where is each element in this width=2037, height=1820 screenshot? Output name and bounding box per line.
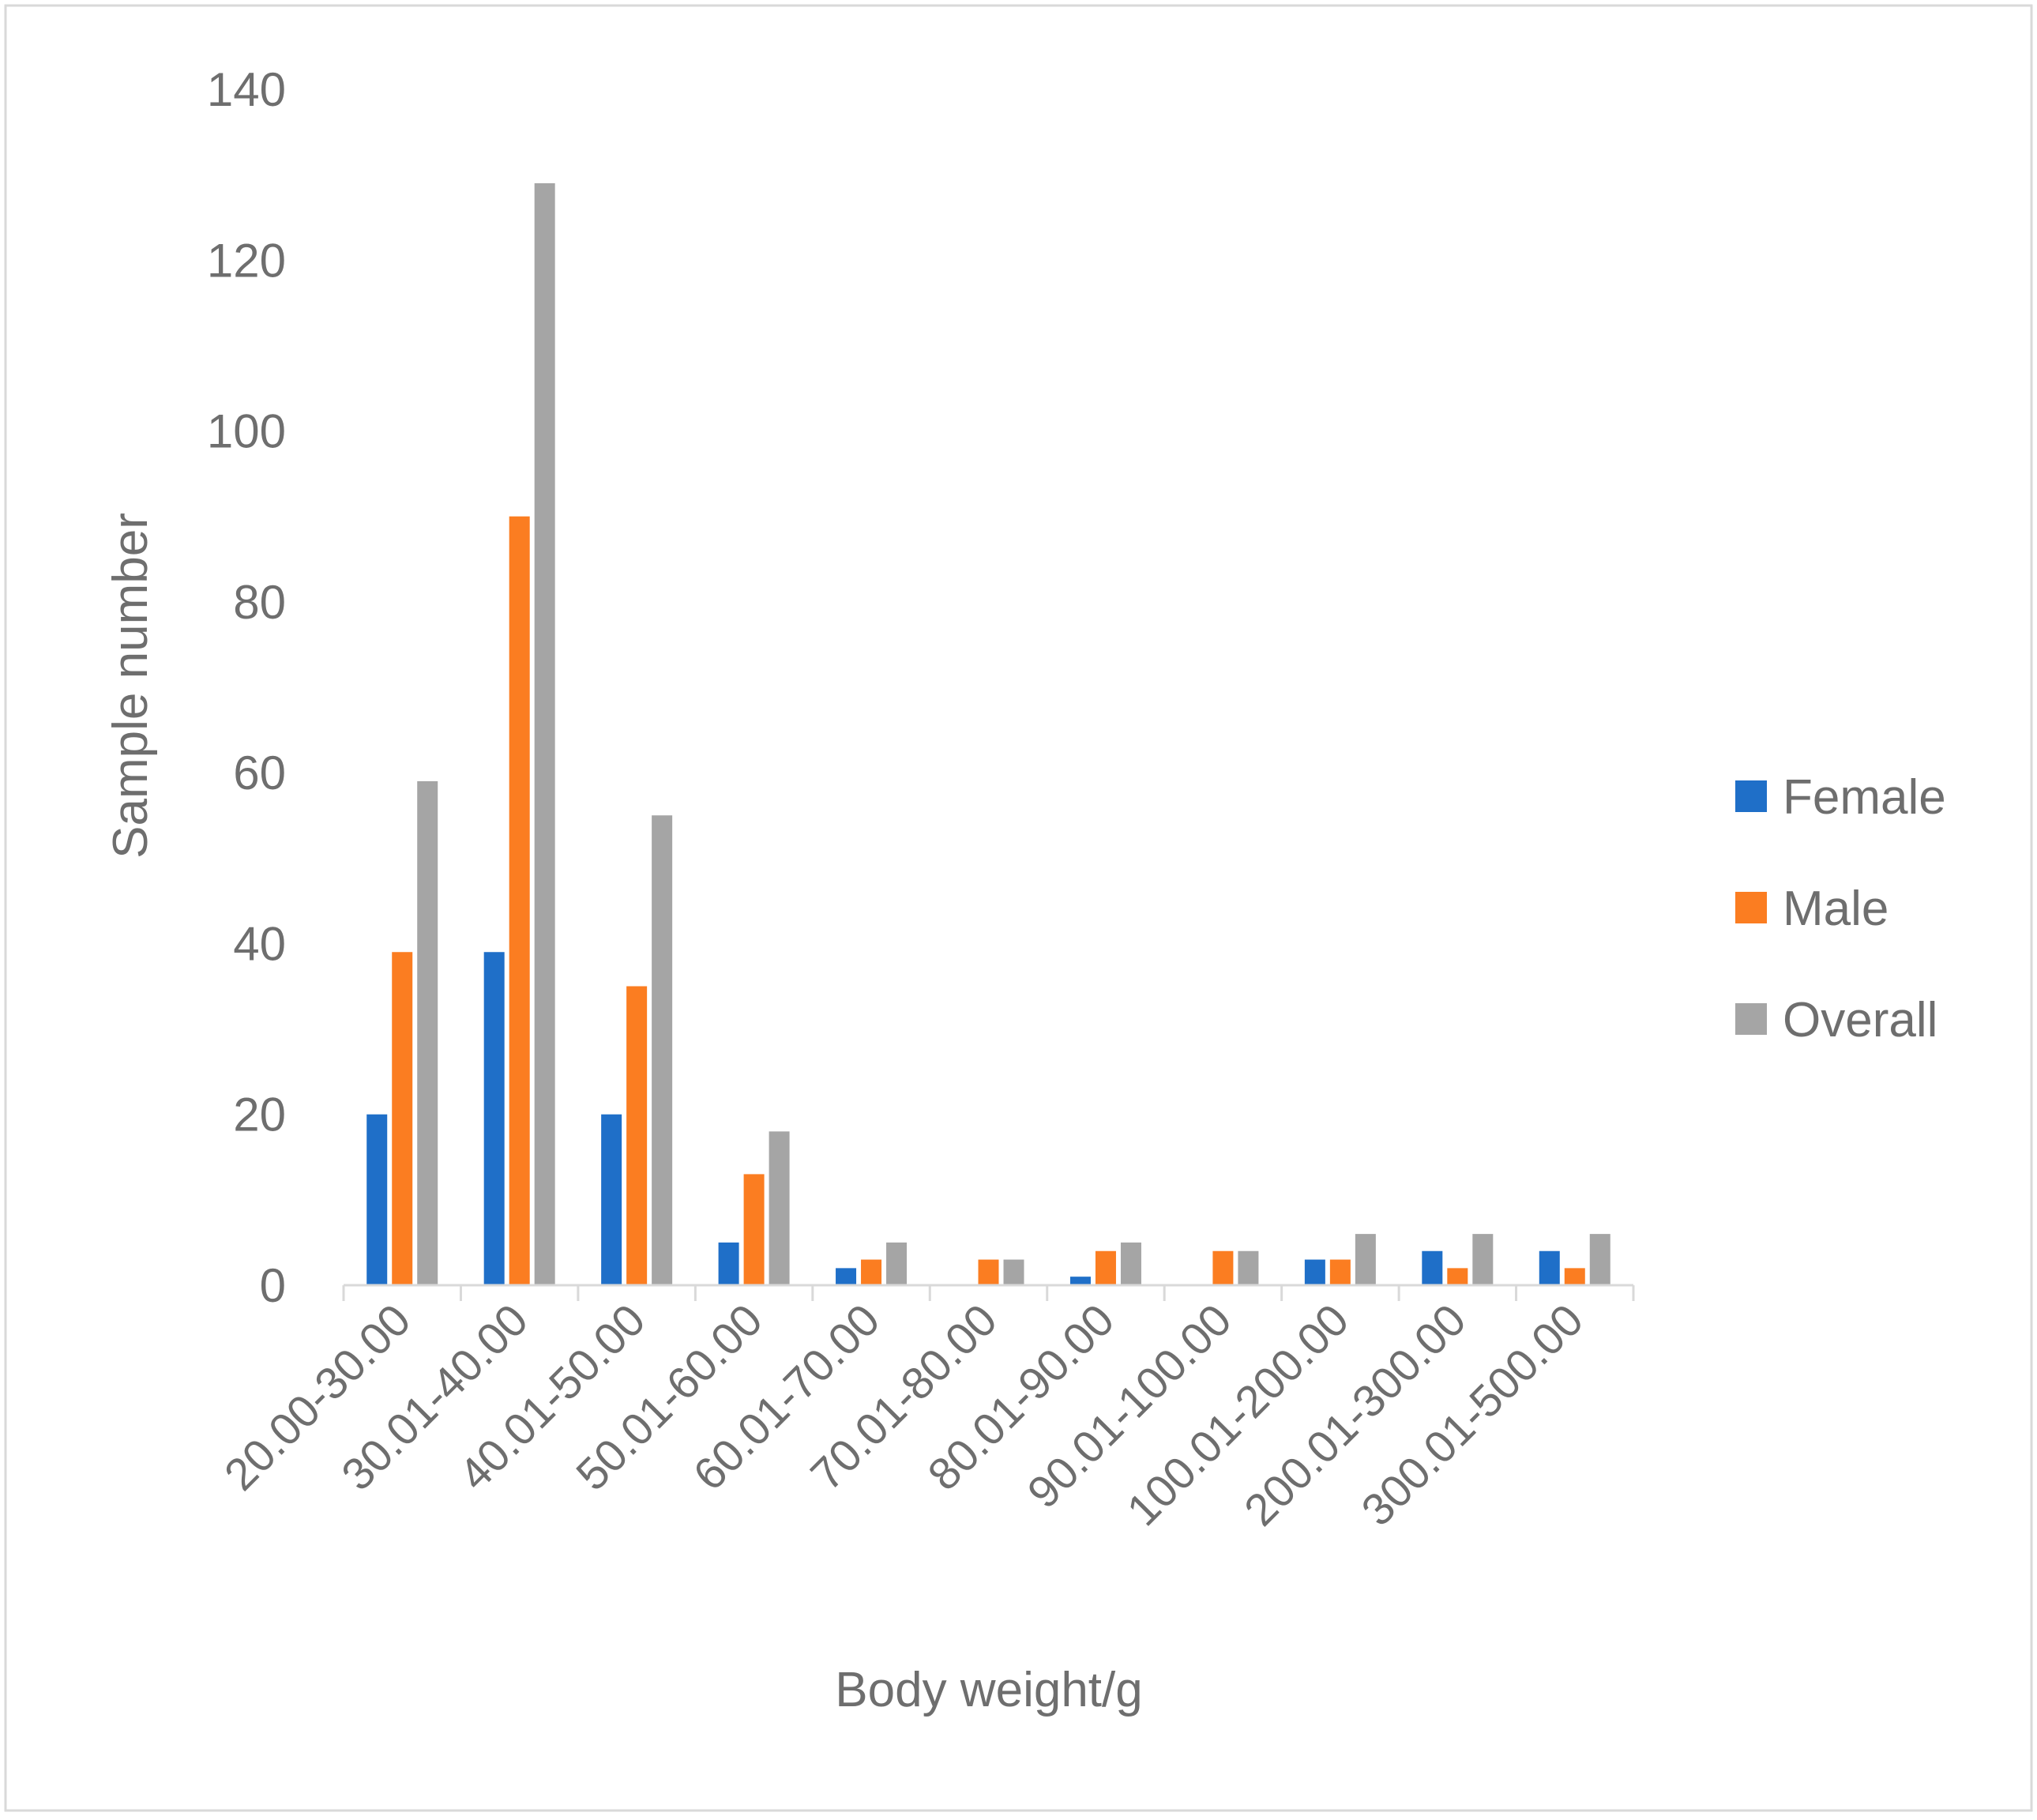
bar-male <box>1329 1259 1351 1285</box>
bars <box>366 182 1610 1285</box>
bar-overall <box>534 182 555 1285</box>
bar-overall <box>652 815 673 1285</box>
bar-overall <box>1355 1234 1376 1285</box>
bar-overall <box>1003 1259 1024 1285</box>
y-tick-label: 40 <box>233 917 286 970</box>
legend-swatch-male <box>1735 892 1767 923</box>
y-tick-label: 20 <box>233 1089 286 1141</box>
bar-male <box>1212 1250 1234 1285</box>
chart-frame <box>4 4 2033 1812</box>
bar-male <box>743 1174 765 1285</box>
bar-overall <box>417 780 438 1285</box>
bar-male <box>861 1259 882 1285</box>
bar-female <box>1422 1250 1443 1285</box>
y-tick-label: 100 <box>207 405 286 458</box>
bar-female <box>836 1268 857 1285</box>
bar-male <box>1095 1250 1116 1285</box>
y-tick-label: 60 <box>233 746 286 799</box>
bar-overall <box>886 1242 908 1285</box>
bar-male <box>392 952 413 1285</box>
bar-female <box>366 1114 388 1285</box>
bar-overall <box>1589 1234 1610 1285</box>
bar-overall <box>1120 1242 1141 1285</box>
bar-male <box>1564 1268 1585 1285</box>
bar-female <box>1069 1277 1091 1285</box>
x-axis-label: Body weight/g <box>835 1663 1142 1717</box>
y-tick-label: 0 <box>260 1259 286 1312</box>
x-axis <box>342 1284 1635 1301</box>
legend-label-male: Male <box>1783 882 1889 936</box>
bar-male <box>978 1259 999 1285</box>
y-axis-ticks: 0 20 40 60 80 100 120 140 <box>207 63 286 1312</box>
bar-male <box>1447 1268 1468 1285</box>
legend: Female Male Overall <box>1735 770 1946 1047</box>
bar-female <box>1539 1250 1560 1285</box>
legend-swatch-female <box>1735 780 1767 812</box>
legend-label-female: Female <box>1783 770 1946 825</box>
y-tick-label: 80 <box>233 576 286 629</box>
bar-overall <box>1238 1250 1259 1285</box>
bar-female <box>718 1242 739 1285</box>
bar-male <box>626 986 648 1285</box>
y-tick-label: 120 <box>207 234 286 287</box>
bar-female <box>483 952 505 1285</box>
bar-female <box>601 1114 622 1285</box>
y-axis-label: Sample number <box>103 513 158 859</box>
legend-label-overall: Overall <box>1783 993 1937 1047</box>
legend-swatch-overall <box>1735 1003 1767 1035</box>
bar-overall <box>1472 1234 1494 1285</box>
bar-overall <box>769 1131 790 1285</box>
bar-female <box>1304 1259 1325 1285</box>
bar-male <box>509 516 530 1285</box>
y-tick-label: 140 <box>207 63 286 116</box>
